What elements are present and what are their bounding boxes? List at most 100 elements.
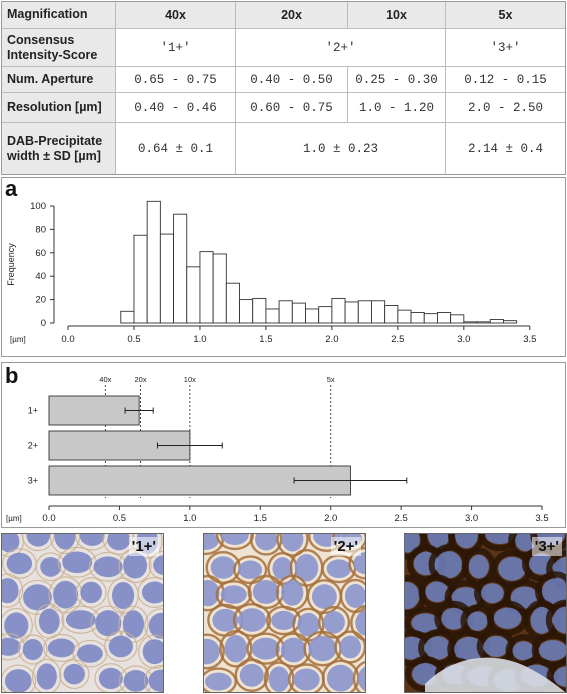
x-tick-label: 3.5: [523, 334, 536, 345]
cell-nucleus: [122, 610, 145, 639]
cell-nucleus: [294, 554, 319, 582]
histogram-bar: [344, 301, 359, 324]
x-tick-label: 2.5: [395, 513, 408, 524]
bar-chart-panel: 40x 20x 10x 5x 1+ 2+ 3+ 0.0 0.5 1.0 1.5 2.0 2.5 3.0 3.…: [1, 362, 566, 528]
cell-nucleus: [281, 534, 304, 552]
cell-nucleus: [62, 551, 93, 574]
cell-membrane: [118, 605, 149, 643]
panel-label-b: b: [5, 363, 19, 388]
y-axis-label: Frequency: [6, 243, 16, 286]
cell-nucleus: [47, 638, 76, 658]
x-tick-label: 3.0: [457, 334, 470, 345]
cell-nucleus: [153, 555, 163, 575]
column-header-5x: 5x: [446, 1, 566, 29]
column-header-10x: 10x: [348, 1, 446, 29]
histogram-bar: [450, 314, 465, 324]
table-cell: '3+': [446, 29, 566, 67]
cell-membrane: [58, 659, 90, 690]
cell-nucleus: [281, 579, 304, 606]
y-tick-label: 60: [35, 248, 46, 259]
cell-nucleus: [54, 534, 76, 550]
y-tick-label: 100: [30, 201, 46, 212]
cell-nucleus: [23, 584, 52, 611]
cell-nucleus: [6, 552, 33, 575]
cell-membrane: [143, 664, 163, 692]
cell-membrane: [204, 534, 224, 556]
cell-nucleus: [493, 607, 522, 629]
cell-nucleus: [65, 610, 96, 630]
cell-nucleus: [293, 668, 320, 691]
histogram-bar: [305, 308, 320, 324]
y-tick-label: 0: [41, 318, 46, 329]
cell-nucleus: [77, 644, 103, 663]
table-corner-header: Magnification: [1, 1, 116, 29]
histogram-bar: [173, 213, 188, 324]
cell-nucleus: [95, 610, 122, 637]
cell-nucleus: [323, 611, 345, 634]
cell-membrane: [18, 634, 48, 665]
micrograph-score-1: '1+': [1, 533, 164, 693]
cell-nucleus: [358, 666, 365, 691]
table-cell: 0.64 ± 0.1: [116, 123, 236, 175]
cell-nucleus: [4, 612, 29, 639]
parameters-table: Magnification 40x 20x 10x 5x Consensus I…: [1, 1, 566, 175]
cell-membrane: [43, 633, 80, 663]
cell-membrane: [104, 631, 138, 662]
histogram-bar: [331, 297, 346, 324]
cell-nucleus: [255, 534, 278, 551]
cell-membrane: [204, 667, 237, 692]
cell-membrane: [2, 573, 24, 608]
table-cell: 2.14 ± 0.4: [446, 123, 566, 175]
cell-membrane: [21, 534, 55, 552]
x-unit-label: [µm]: [6, 514, 22, 523]
cell-nucleus: [38, 608, 60, 635]
y-tick-label: 20: [35, 295, 46, 306]
x-tick-label: 2.0: [324, 513, 337, 524]
cell-nucleus: [468, 554, 489, 579]
column-header-20x: 20x: [236, 1, 348, 29]
x-unit-label: [µm]: [10, 335, 26, 344]
cell-nucleus: [2, 578, 19, 604]
table-cell: 0.40 - 0.46: [116, 93, 236, 123]
cell-membrane: [318, 605, 351, 639]
cell-nucleus: [271, 610, 297, 631]
cell-nucleus: [4, 669, 32, 692]
row-header-consensus-score: Consensus Intensity-Score: [1, 29, 116, 67]
histogram-bar: [436, 312, 452, 324]
histogram-bar: [371, 300, 386, 324]
y-tick-label: 40: [35, 271, 46, 282]
cell-nucleus: [53, 580, 79, 609]
cell-nucleus: [26, 534, 51, 547]
histogram-bar: [278, 300, 293, 324]
bar: [48, 395, 140, 426]
histogram-bar: [476, 321, 491, 324]
cell-membrane: [249, 534, 283, 556]
cell-nucleus: [220, 585, 247, 604]
table-cell: 1.0 ± 0.23: [236, 123, 446, 175]
reference-line-label: 5x: [327, 375, 335, 384]
cell-nucleus: [339, 635, 361, 659]
histogram-bar: [318, 306, 333, 324]
cell-membrane: [348, 546, 365, 580]
histogram-bar: [159, 233, 175, 324]
histogram-bar: [291, 302, 306, 324]
cell-nucleus: [40, 556, 62, 577]
micrograph-label: '3+': [531, 537, 562, 556]
cell-nucleus: [454, 534, 478, 549]
cell-nucleus: [280, 637, 307, 663]
x-tick-label: 1.5: [259, 334, 272, 345]
cell-nucleus: [411, 613, 440, 633]
cell-nucleus: [326, 664, 355, 692]
histogram-bar: [133, 234, 148, 324]
cell-nucleus: [435, 551, 463, 579]
panel-label-a: a: [5, 176, 18, 201]
cell-membrane: [49, 534, 81, 555]
reference-line-label: 10x: [184, 375, 196, 384]
table-cell: '2+': [236, 29, 446, 67]
table-cell: 0.40 - 0.50: [236, 67, 348, 93]
cell-nucleus: [79, 534, 105, 546]
cell-membrane: [546, 550, 566, 589]
cell-nucleus: [63, 663, 85, 685]
table-cell: '1+': [116, 29, 236, 67]
histogram-bar: [357, 300, 372, 324]
